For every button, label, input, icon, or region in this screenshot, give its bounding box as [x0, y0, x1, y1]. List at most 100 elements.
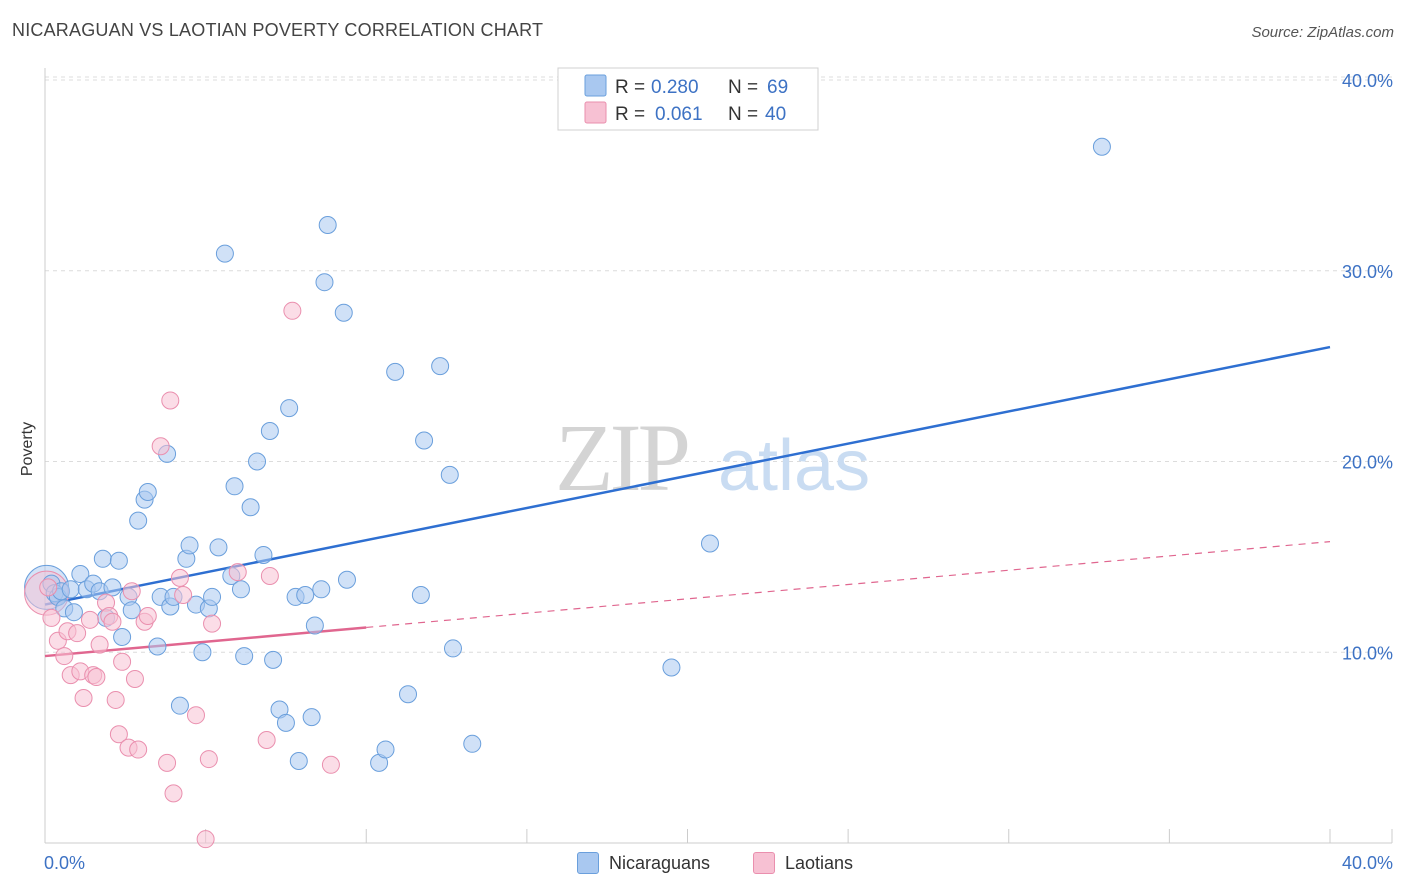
data-point-nicaraguans	[431, 357, 450, 376]
data-point-nicaraguans	[122, 601, 141, 620]
data-point-laotians	[321, 755, 340, 774]
data-point-nicaraguans	[411, 586, 430, 605]
chart-source: Source: ZipAtlas.com	[1251, 24, 1394, 41]
data-point-laotians	[203, 614, 222, 633]
data-point-nicaraguans	[209, 538, 228, 557]
data-point-nicaraguans	[203, 587, 222, 606]
axes	[44, 68, 1393, 844]
data-point-nicaraguans	[296, 586, 315, 605]
y-tick-label: 30.0%	[1342, 262, 1393, 282]
legend-r-value-1: 0.280	[651, 77, 699, 98]
trendline-extension-laotians	[366, 541, 1331, 629]
data-point-laotians	[55, 647, 74, 666]
data-point-nicaraguans	[276, 713, 295, 732]
tick-labels: 10.0% 20.0% 30.0% 40.0% 0.0% 40.0%	[44, 71, 1393, 873]
data-point-nicaraguans	[289, 751, 308, 770]
data-point-nicaraguans	[386, 362, 405, 381]
data-point-nicaraguans	[334, 303, 353, 322]
data-point-laotians	[199, 750, 218, 769]
data-point-laotians	[129, 740, 148, 759]
data-point-nicaraguans	[312, 580, 331, 599]
legend-swatch-icon	[577, 852, 599, 874]
gridlines	[45, 76, 1392, 653]
data-point-laotians	[170, 568, 189, 587]
data-point-nicaraguans	[103, 578, 122, 597]
data-point-nicaraguans	[248, 452, 267, 471]
data-point-nicaraguans	[61, 580, 80, 599]
data-point-laotians	[228, 563, 247, 582]
data-point-laotians	[103, 612, 122, 631]
data-point-laotians	[42, 608, 61, 627]
legend-item-nicaraguans[interactable]: Nicaraguans	[577, 852, 710, 874]
data-point-laotians	[161, 391, 180, 410]
legend-box: R = 0.280 N = 69 R = 0.061 N = 40	[557, 67, 819, 131]
x-tick-label: 0.0%	[44, 853, 85, 873]
legend-n-value-2: 40	[765, 104, 786, 125]
data-point-laotians	[151, 437, 170, 456]
data-point-laotians	[257, 730, 276, 749]
watermark: ZIP atlas	[555, 404, 870, 511]
data-point-laotians	[39, 578, 58, 597]
data-point-nicaraguans	[215, 244, 234, 263]
data-point-laotians	[106, 690, 125, 709]
data-point-nicaraguans	[443, 639, 462, 658]
data-point-nicaraguans	[170, 696, 189, 715]
data-point-nicaraguans	[113, 627, 132, 646]
data-point-laotians	[109, 725, 128, 744]
data-point-laotians	[186, 706, 205, 725]
legend-n-label-1: N =	[728, 77, 758, 98]
data-point-laotians	[80, 610, 99, 629]
legend-r-label-1: R =	[615, 77, 645, 98]
data-point-nicaraguans	[254, 545, 273, 564]
data-point-nicaraguans	[71, 565, 90, 584]
bottom-legend: Nicaraguans Laotians	[0, 852, 1406, 878]
data-point-laotians	[87, 668, 106, 687]
data-point-laotians	[174, 586, 193, 605]
data-point-nicaraguans	[129, 511, 148, 530]
data-point-nicaraguans	[315, 273, 334, 292]
data-point-nicaraguans	[302, 708, 321, 727]
data-point-laotians	[74, 689, 93, 708]
data-point-nicaraguans	[109, 551, 128, 570]
legend-r-label-2: R =	[615, 104, 645, 125]
watermark-atlas: atlas	[718, 426, 870, 506]
data-point-nicaraguans	[415, 431, 434, 450]
legend-swatch-laotians	[584, 101, 607, 124]
data-point-nicaraguans	[280, 399, 299, 418]
data-point-nicaraguans	[463, 734, 482, 753]
data-point-laotians	[125, 669, 144, 688]
watermark-zip: ZIP	[555, 404, 688, 511]
data-point-nicaraguans	[337, 570, 356, 589]
data-point-nicaraguans	[440, 465, 459, 484]
data-point-nicaraguans	[305, 616, 324, 635]
data-point-nicaraguans	[700, 534, 719, 553]
chart-title: NICARAGUAN VS LAOTIAN POVERTY CORRELATIO…	[12, 20, 544, 40]
trendlines	[44, 345, 1331, 658]
data-point-nicaraguans	[318, 215, 337, 234]
legend-n-label-2: N =	[728, 104, 758, 125]
legend-label-laotians: Laotians	[785, 852, 854, 873]
data-point-nicaraguans	[264, 650, 283, 669]
data-point-nicaraguans	[376, 740, 395, 759]
data-point-nicaraguans	[231, 580, 250, 599]
data-point-laotians	[196, 830, 215, 849]
data-point-nicaraguans	[93, 549, 112, 568]
data-point-nicaraguans	[193, 643, 212, 662]
data-points	[24, 137, 1111, 849]
data-point-laotians	[68, 624, 87, 643]
data-point-laotians	[113, 652, 132, 671]
data-point-nicaraguans	[399, 685, 418, 704]
y-tick-label: 20.0%	[1342, 453, 1393, 473]
data-point-nicaraguans	[64, 603, 83, 622]
data-point-nicaraguans	[225, 477, 244, 496]
legend-item-laotians[interactable]: Laotians	[753, 852, 853, 874]
data-point-nicaraguans	[235, 647, 254, 666]
legend-swatch-nicaraguans	[584, 74, 607, 97]
data-point-laotians	[122, 582, 141, 601]
data-point-nicaraguans	[260, 421, 279, 440]
data-point-nicaraguans	[180, 536, 199, 555]
data-point-laotians	[164, 784, 183, 803]
data-point-nicaraguans	[241, 498, 260, 517]
data-point-laotians	[138, 607, 157, 626]
